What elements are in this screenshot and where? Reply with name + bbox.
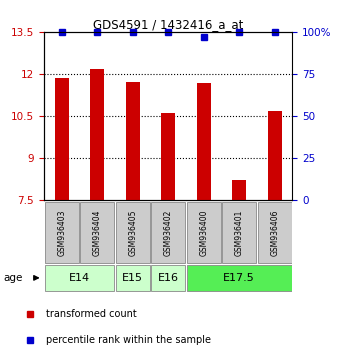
FancyBboxPatch shape bbox=[222, 202, 256, 263]
Bar bbox=[268, 111, 282, 200]
Text: percentile rank within the sample: percentile rank within the sample bbox=[46, 335, 211, 345]
Bar bbox=[55, 78, 69, 200]
Bar bbox=[161, 113, 175, 200]
Text: E14: E14 bbox=[69, 273, 90, 283]
Text: GSM936405: GSM936405 bbox=[128, 210, 137, 256]
FancyBboxPatch shape bbox=[80, 202, 114, 263]
FancyBboxPatch shape bbox=[45, 202, 79, 263]
FancyBboxPatch shape bbox=[116, 202, 150, 263]
FancyBboxPatch shape bbox=[116, 265, 150, 291]
Title: GDS4591 / 1432416_a_at: GDS4591 / 1432416_a_at bbox=[93, 18, 243, 31]
FancyBboxPatch shape bbox=[151, 202, 185, 263]
FancyBboxPatch shape bbox=[187, 202, 221, 263]
Text: GSM936406: GSM936406 bbox=[270, 210, 279, 256]
FancyBboxPatch shape bbox=[45, 265, 114, 291]
Text: GSM936402: GSM936402 bbox=[164, 210, 173, 256]
Text: GSM936404: GSM936404 bbox=[93, 210, 102, 256]
Text: E15: E15 bbox=[122, 273, 143, 283]
Text: E17.5: E17.5 bbox=[223, 273, 255, 283]
Bar bbox=[232, 180, 246, 200]
FancyBboxPatch shape bbox=[151, 265, 185, 291]
Text: transformed count: transformed count bbox=[46, 309, 137, 320]
FancyBboxPatch shape bbox=[187, 265, 292, 291]
Bar bbox=[197, 83, 211, 200]
Text: GSM936400: GSM936400 bbox=[199, 210, 208, 256]
FancyBboxPatch shape bbox=[258, 202, 292, 263]
Text: GSM936403: GSM936403 bbox=[57, 210, 66, 256]
Text: age: age bbox=[3, 273, 23, 283]
Text: E16: E16 bbox=[158, 273, 179, 283]
Bar bbox=[90, 69, 104, 200]
Text: GSM936401: GSM936401 bbox=[235, 210, 244, 256]
Bar bbox=[126, 82, 140, 200]
